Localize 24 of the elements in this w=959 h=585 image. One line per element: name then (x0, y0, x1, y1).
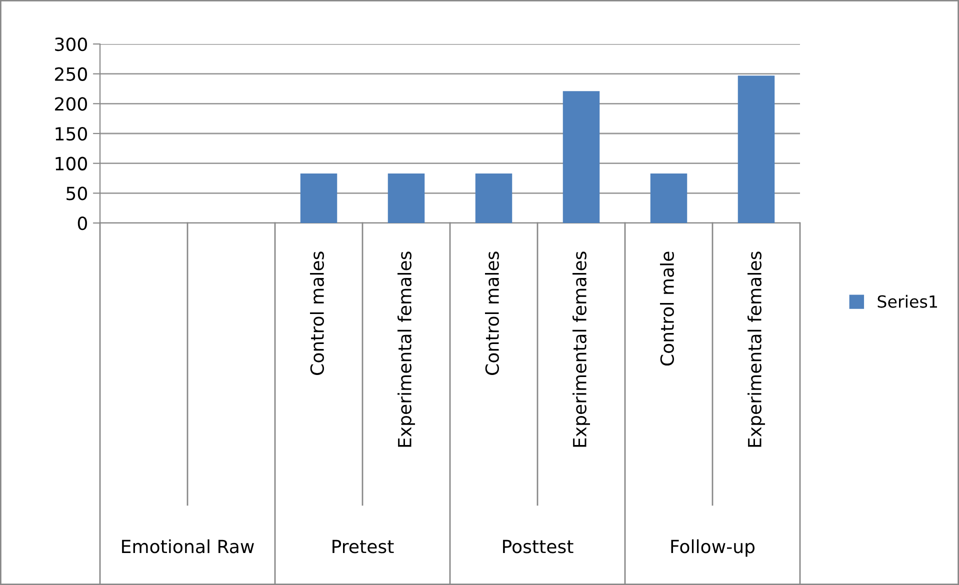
x-tick-label: Experimental females (398, 252, 415, 447)
x-tick-label: Experimental females (748, 252, 765, 447)
y-tick-label: 200 (55, 97, 87, 111)
text: Posttest (503, 540, 574, 554)
text: Emotional Raw (122, 539, 254, 554)
x-tick-label: Control males (310, 252, 324, 375)
y-tick-label: 100 (56, 156, 87, 170)
y-tick-label: 300 (55, 37, 87, 52)
bar (562, 91, 600, 223)
y-tick-label: 0 (78, 216, 87, 230)
bar (475, 173, 512, 223)
y-tick-label: 50 (66, 186, 87, 200)
x-tick-label: Control male (660, 252, 674, 366)
y-tick-label: 150 (56, 126, 87, 141)
y-tick-label: 250 (55, 67, 87, 81)
text: Pretest (332, 540, 394, 554)
x-tick-label: Experimental females (572, 252, 590, 447)
bar (388, 173, 425, 223)
legend-label: Series1 (878, 294, 937, 308)
bar (738, 76, 775, 223)
bar (300, 173, 338, 223)
text: Follow-up (671, 539, 755, 557)
x-tick-label: Control males (485, 252, 499, 375)
bar (650, 173, 688, 223)
